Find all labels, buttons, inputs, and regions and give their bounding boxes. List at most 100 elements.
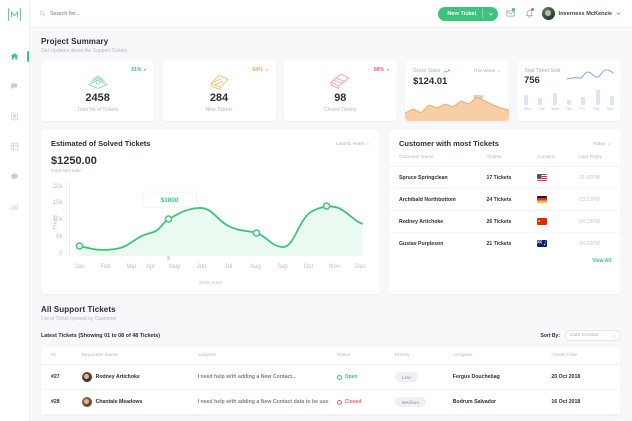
stat-value: 98 xyxy=(334,92,347,104)
sidebar-item-home[interactable] xyxy=(0,50,29,63)
ticket-sold-card[interactable]: Total Ticket Sold 756 xyxy=(516,61,621,121)
requester-name: Rodney Artichoke xyxy=(95,374,140,380)
avatar xyxy=(81,372,92,382)
new-ticket-button[interactable]: New Ticket xyxy=(438,6,498,21)
tickets-title: All Support Tickets xyxy=(41,305,116,314)
stat-card-closed-tickets[interactable]: 88% 98 Closed Tickets xyxy=(283,61,397,121)
notification-badge xyxy=(531,8,534,11)
x-axis-label: 2018 Years xyxy=(199,280,222,285)
chevron-down-icon xyxy=(616,12,621,15)
customer-name: Archibald Northbottom xyxy=(389,188,487,211)
stat-value: 284 xyxy=(209,92,229,104)
stat-pct: 61% xyxy=(131,67,142,73)
arrow-up-icon xyxy=(143,68,147,71)
latest-tickets-label: Latest Tickets (Showing 01 to 08 of 48 T… xyxy=(41,332,161,339)
gross-sales-point-label: $256 xyxy=(473,94,483,99)
ticket-requester: Rodney Artichoke xyxy=(81,364,198,390)
gross-sales-card[interactable]: Gross Sales This Week $124.01 $256 xyxy=(404,61,509,121)
status-badge: Closed xyxy=(344,399,362,405)
x-tick: May xyxy=(169,264,180,270)
day-label: Thu xyxy=(565,107,573,111)
user-menu[interactable]: Inverness McKenzie xyxy=(541,7,621,20)
solved-range-select[interactable]: Last 01 Years xyxy=(336,141,370,146)
avatar xyxy=(81,397,92,407)
customer-location xyxy=(537,210,580,233)
col-status: Status xyxy=(336,347,395,365)
customer-location xyxy=(537,188,580,211)
ticket-subject: I need help with adding a New Contact... xyxy=(197,364,337,390)
mail-icon xyxy=(505,10,515,17)
sidebar-item-support[interactable] xyxy=(0,170,29,183)
divider xyxy=(481,9,483,18)
stat-cards: 61% 2458 Total No of Tickets xyxy=(41,61,621,121)
page-subtitle: Get Updates about the Support Tickets xyxy=(41,48,128,54)
col-customer-name: Customer Name xyxy=(389,155,487,167)
sidebar-item-reports[interactable] xyxy=(0,200,29,213)
sort-controls: Sort By: Date Created xyxy=(541,330,621,341)
range-label: Today xyxy=(592,141,605,146)
gross-sales-range-select[interactable]: This Week xyxy=(473,68,501,73)
line-chart-line xyxy=(79,205,363,251)
grid-icon xyxy=(10,142,19,151)
gross-sales-label-wrap: Gross Sales xyxy=(413,68,450,74)
arrow-up-icon xyxy=(265,68,268,71)
stat-card-total-tickets[interactable]: 61% 2458 Total No of Tickets xyxy=(41,61,155,121)
notifications-button[interactable] xyxy=(523,7,536,20)
day-label: Sun xyxy=(606,107,614,111)
y-tick: 15k xyxy=(53,200,64,206)
x-tick: Feb xyxy=(100,264,111,270)
bar xyxy=(581,97,586,105)
sidebar-item-messages[interactable] xyxy=(0,80,29,93)
mail-button[interactable] xyxy=(504,7,517,20)
table-row[interactable]: Archibald Northbottom 24 Tickets 03:22PM xyxy=(389,188,621,211)
solved-line-chart: 20k 15k 10k 5k 0 Prices xyxy=(41,174,380,285)
arrow-up-icon xyxy=(386,68,390,71)
app-logo[interactable] xyxy=(7,0,22,28)
sort-value: Date Created xyxy=(570,333,599,338)
status-open-icon xyxy=(336,374,342,380)
page-title: Project Summary xyxy=(41,37,109,46)
bell-icon xyxy=(525,10,533,18)
view-all-link[interactable]: View All xyxy=(592,258,611,264)
ticket-date: 20 Oct 2018 xyxy=(551,364,621,390)
table-row[interactable]: #27 Rodney Artichoke I need help with ad… xyxy=(41,364,621,390)
stat-card-new-tickets[interactable]: 64% 284 New Tickets xyxy=(162,61,276,121)
chevron-down-icon xyxy=(366,142,370,145)
solved-panel-title: Estimated of Solved Tickets xyxy=(51,139,151,148)
x-tick: Apr xyxy=(146,264,155,270)
avatar xyxy=(541,7,555,20)
tickets-table: ID Requester Name Subjects Status Priori… xyxy=(41,347,621,415)
bar xyxy=(566,100,571,105)
tickets-header: All Support Tickets List of Ticket opene… xyxy=(41,305,621,322)
tickets-toolbar: Latest Tickets (Showing 01 to 08 of 48 T… xyxy=(41,330,621,341)
gross-sales-value: $124.01 xyxy=(412,76,448,87)
flag-de-icon xyxy=(537,196,548,203)
table-row[interactable]: Gustav Purpleson 21 Tickets xyxy=(389,233,621,255)
customer-tickets: 24 Tickets xyxy=(486,188,538,211)
range-label: This Week xyxy=(473,68,495,73)
col-tickets: Tickets xyxy=(486,155,538,167)
requester-name: Chantale Meadows xyxy=(95,399,143,405)
ticket-assignee: Fergus Douchebag xyxy=(452,364,552,390)
table-row[interactable]: Spruce Springclean 17 Tickets 01: xyxy=(389,166,621,189)
stat-label: Closed Tickets xyxy=(324,107,357,113)
customer-name: Spruce Springclean xyxy=(389,166,487,189)
stat-pct: 88% xyxy=(373,67,384,73)
search-input[interactable] xyxy=(50,10,170,17)
range-label: Last 01 Years xyxy=(336,141,364,146)
x-tick: Jan xyxy=(75,264,85,270)
ticket-requester: Chantale Meadows xyxy=(81,389,198,415)
search-box[interactable] xyxy=(39,10,432,17)
table-row[interactable]: #28 Chantale Meadows I need help with ad… xyxy=(41,389,621,415)
col-priority: Priority xyxy=(394,347,453,365)
id-card-icon xyxy=(11,112,18,121)
customer-last-reply: 03:22PM xyxy=(579,188,621,211)
x-tick: Jul xyxy=(225,264,233,270)
sort-select[interactable]: Date Created xyxy=(565,330,621,341)
table-row[interactable]: Rodney Artichoke 26 Tickets 04:18PM xyxy=(389,210,621,233)
status-closed-icon xyxy=(336,399,342,405)
sidebar-item-contacts[interactable] xyxy=(0,110,29,123)
customers-range-select[interactable]: Today xyxy=(593,141,611,146)
topbar: New Ticket Inverness McK xyxy=(30,0,632,28)
sidebar-item-apps[interactable] xyxy=(0,140,29,153)
